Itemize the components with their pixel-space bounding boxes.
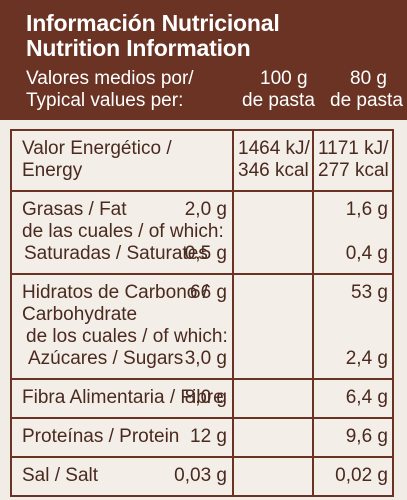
label-header: Información Nutricional Nutrition Inform… — [0, 0, 407, 120]
energy-label-1: Valor Energético / — [22, 138, 172, 159]
row-carbohydrate: Hidratos de Carbono / 66 g 53 g Carbohyd… — [12, 273, 392, 378]
fat-of-which-label: de las cuales / of which: — [22, 221, 224, 242]
fat-100g: 2,0 g — [184, 199, 227, 220]
energy-80g-kj: 1171 kJ/ — [318, 138, 389, 159]
column-divider — [312, 131, 314, 190]
col2-header-top: 80 g — [350, 68, 387, 89]
column-divider — [232, 380, 234, 417]
nutrition-table: Valor Energético / 1464 kJ/ 1171 kJ/ Ene… — [10, 129, 394, 497]
title-spanish: Información Nutricional — [26, 10, 280, 36]
carbohydrate-100g: 66 g — [190, 282, 227, 303]
salt-label: Sal / Salt — [22, 465, 99, 486]
fibre-100g: 8,0 g — [184, 387, 227, 408]
col1-header-bottom: de pasta — [242, 90, 315, 111]
sugars-100g: 3,0 g — [184, 348, 227, 369]
salt-80g: 0,02 g — [335, 465, 388, 486]
protein-label: Proteínas / Protein — [22, 426, 180, 447]
fat-label: Grasas / Fat — [22, 199, 127, 220]
values-per-en: Typical values per: — [26, 90, 184, 111]
energy-100g-kj: 1464 kJ/ — [238, 138, 310, 159]
energy-label-2: Energy — [22, 160, 83, 181]
carbohydrate-label-1: Hidratos de Carbono / — [22, 282, 208, 303]
fibre-label: Fibra Alimentaria / Fibre — [22, 387, 224, 408]
protein-100g: 12 g — [190, 426, 227, 447]
protein-80g: 9,6 g — [345, 426, 388, 447]
column-divider — [312, 419, 314, 456]
col2-header-bottom: de pasta — [330, 90, 403, 111]
column-divider — [312, 192, 314, 273]
column-divider — [232, 275, 234, 378]
saturates-100g: 0,5 g — [184, 243, 227, 264]
carbohydrate-80g: 53 g — [351, 282, 388, 303]
fibre-80g: 6,4 g — [345, 387, 388, 408]
row-fat: Grasas / Fat 2,0 g 1,6 g de las cuales /… — [12, 190, 392, 273]
column-divider — [232, 419, 234, 456]
column-divider — [312, 380, 314, 417]
salt-100g: 0,03 g — [174, 465, 227, 486]
column-divider — [232, 131, 234, 190]
sugars-80g: 2,4 g — [345, 348, 388, 369]
row-protein: Proteínas / Protein 12 g 9,6 g — [12, 417, 392, 456]
energy-100g-kcal: 346 kcal — [238, 160, 309, 181]
fat-80g: 1,6 g — [345, 199, 388, 220]
values-per-es: Valores medios por/ — [26, 68, 194, 89]
column-divider — [312, 458, 314, 495]
sugars-label: Azúcares / Sugars — [28, 348, 184, 369]
saturates-80g: 0,4 g — [345, 243, 388, 264]
col1-header-top: 100 g — [260, 68, 308, 89]
column-divider — [312, 275, 314, 378]
row-fibre: Fibra Alimentaria / Fibre 8,0 g 6,4 g — [12, 378, 392, 417]
title-english: Nutrition Information — [26, 35, 251, 61]
carbohydrate-of-which-label: de los cuales / of which: — [26, 326, 228, 347]
saturates-label: Saturadas / Saturates — [24, 243, 208, 264]
row-energy: Valor Energético / 1464 kJ/ 1171 kJ/ Ene… — [12, 131, 392, 190]
energy-80g-kcal: 277 kcal — [318, 160, 389, 181]
carbohydrate-label-2: Carbohydrate — [22, 304, 138, 325]
column-divider — [232, 458, 234, 495]
row-salt: Sal / Salt 0,03 g 0,02 g — [12, 456, 392, 495]
column-divider — [232, 192, 234, 273]
